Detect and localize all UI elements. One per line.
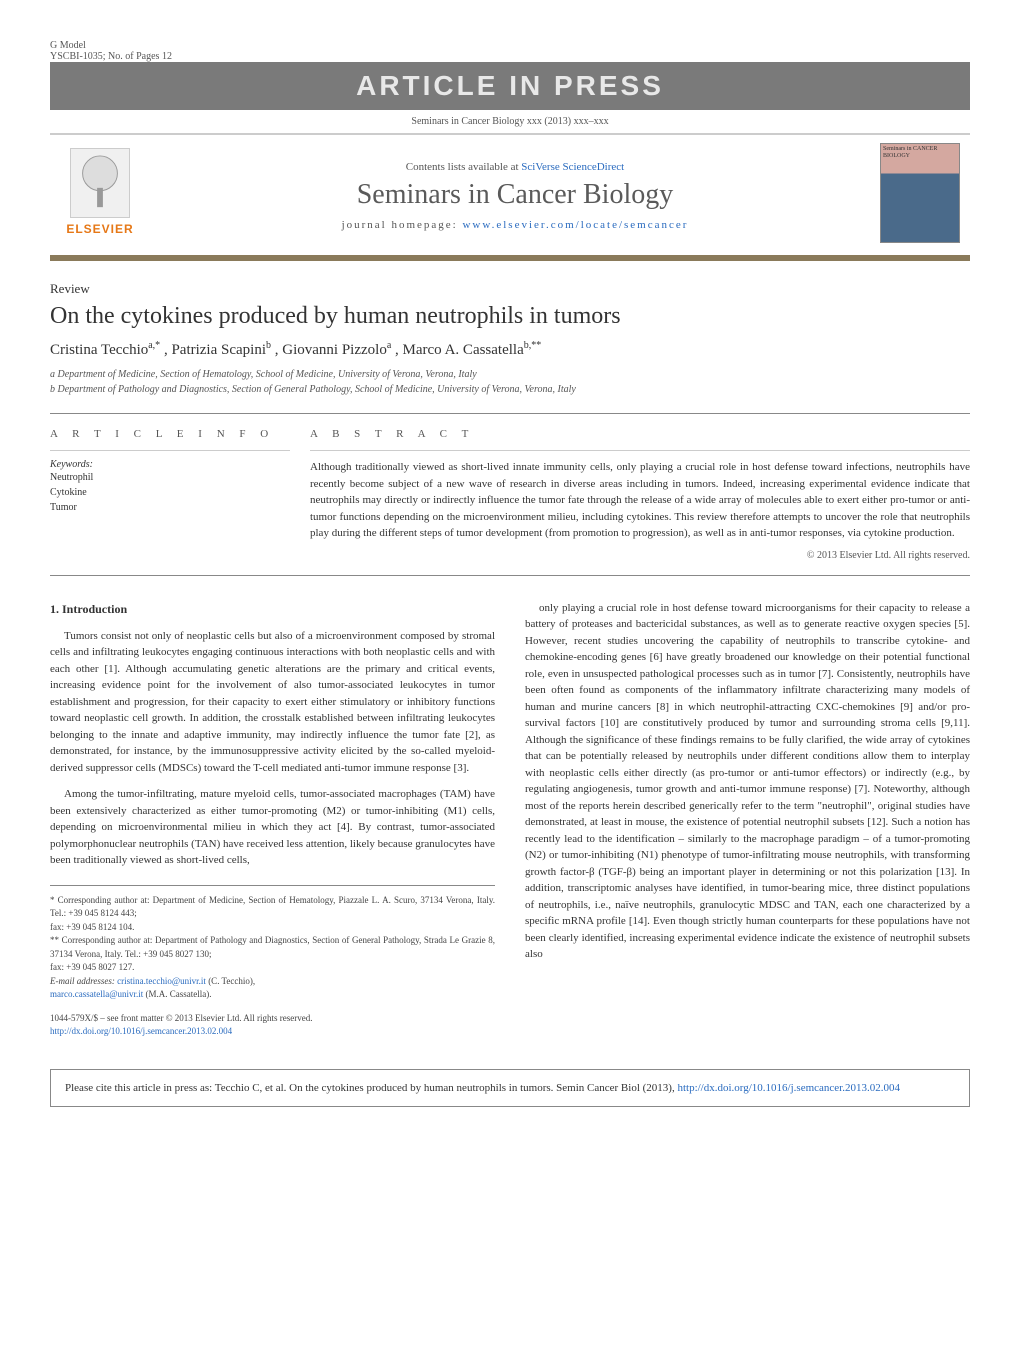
header-row: G Model YSCBI-1035; No. of Pages 12 [50,40,970,62]
elsevier-logo: ELSEVIER [66,148,133,236]
elsevier-tree-icon [70,148,130,218]
info-abstract-row: A R T I C L E I N F O Keywords: Neutroph… [50,413,970,576]
corresponding-author-2: ** Corresponding author at: Department o… [50,934,495,961]
journal-name: Seminars in Cancer Biology [150,179,880,211]
journal-homepage: journal homepage: www.elsevier.com/locat… [150,219,880,231]
article-info-heading: A R T I C L E I N F O [50,428,290,440]
article-title: On the cytokines produced by human neutr… [50,303,970,330]
authors: Cristina Tecchioa,* , Patrizia Scapinib … [50,340,970,359]
abstract-heading: A B S T R A C T [310,428,970,440]
keyword: Neutrophil [50,470,290,485]
body-paragraph: only playing a crucial role in host defe… [525,600,970,963]
email-link[interactable]: cristina.tecchio@univr.it [117,976,206,986]
citation-doi-link[interactable]: http://dx.doi.org/10.1016/j.semcancer.20… [677,1082,900,1094]
review-label: Review [50,281,970,297]
journal-issue-line: Seminars in Cancer Biology xxx (2013) xx… [50,110,970,134]
yscbi-line: YSCBI-1035; No. of Pages 12 [50,51,172,62]
corresponding-author-1-fax: fax: +39 045 8124 104. [50,921,495,935]
article-in-press-bar: ARTICLE IN PRESS [50,62,970,110]
journal-cover-thumbnail: Seminars in CANCER BIOLOGY [880,143,960,243]
body-paragraph: Tumors consist not only of neoplastic ce… [50,628,495,777]
affiliation-b: b Department of Pathology and Diagnostic… [50,382,970,397]
abstract-text: Although traditionally viewed as short-l… [310,450,970,542]
keyword: Tumor [50,500,290,515]
front-matter: 1044-579X/$ – see front matter © 2013 El… [50,1012,495,1039]
journal-homepage-link[interactable]: www.elsevier.com/locate/semcancer [462,219,688,231]
section-heading: 1. Introduction [50,600,495,618]
keywords-list: Neutrophil Cytokine Tumor [50,470,290,515]
contents-lists: Contents lists available at SciVerse Sci… [150,155,880,179]
g-model: G Model [50,40,172,51]
body-paragraph: Among the tumor-infiltrating, mature mye… [50,786,495,869]
elsevier-wordmark: ELSEVIER [66,222,133,236]
front-matter-line: 1044-579X/$ – see front matter © 2013 El… [50,1012,495,1026]
email-addresses: E-mail addresses: cristina.tecchio@univr… [50,975,495,989]
journal-banner: ELSEVIER Contents lists available at Sci… [50,134,970,261]
affiliation-a: a Department of Medicine, Section of Hem… [50,367,970,382]
citation-box: Please cite this article in press as: Te… [50,1069,970,1108]
corresponding-author-2-fax: fax: +39 045 8027 127. [50,961,495,975]
sciencedirect-link[interactable]: SciVerse ScienceDirect [521,161,624,173]
abstract-copyright: © 2013 Elsevier Ltd. All rights reserved… [310,550,970,561]
email-link[interactable]: marco.cassatella@univr.it [50,989,143,999]
affiliations: a Department of Medicine, Section of Hem… [50,367,970,397]
left-column: 1. Introduction Tumors consist not only … [50,600,495,1039]
right-column: only playing a crucial role in host defe… [525,600,970,1039]
article-info: A R T I C L E I N F O Keywords: Neutroph… [50,428,310,561]
keyword: Cytokine [50,485,290,500]
keywords-label: Keywords: [50,450,290,470]
abstract: A B S T R A C T Although traditionally v… [310,428,970,561]
doi-link[interactable]: http://dx.doi.org/10.1016/j.semcancer.20… [50,1026,232,1036]
corresponding-author-1: * Corresponding author at: Department of… [50,894,495,921]
footnotes: * Corresponding author at: Department of… [50,885,495,1002]
body-columns: 1. Introduction Tumors consist not only … [50,600,970,1039]
